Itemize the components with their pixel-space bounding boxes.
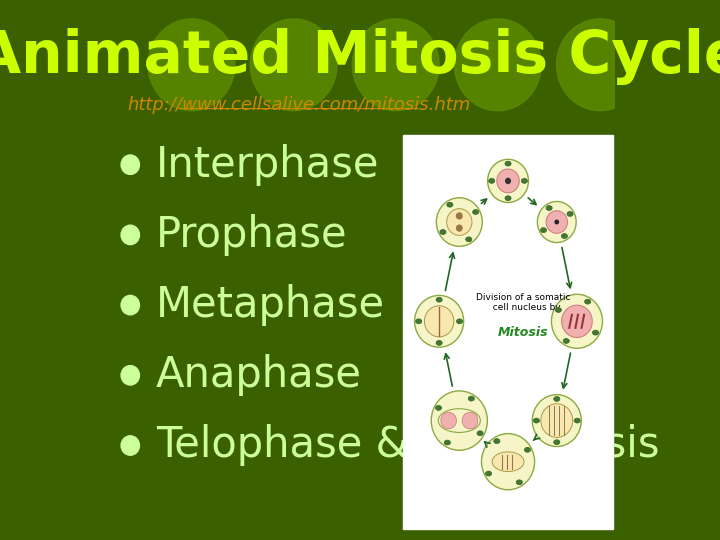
Ellipse shape [585, 299, 590, 304]
Circle shape [441, 412, 456, 429]
Ellipse shape [415, 319, 422, 324]
Circle shape [251, 19, 337, 111]
Ellipse shape [436, 406, 441, 410]
Circle shape [462, 412, 478, 429]
Ellipse shape [554, 440, 560, 444]
Ellipse shape [541, 228, 546, 233]
Circle shape [121, 155, 140, 174]
Ellipse shape [456, 319, 463, 324]
Circle shape [121, 295, 140, 315]
Ellipse shape [562, 234, 567, 239]
Text: Animated Mitosis Cycle: Animated Mitosis Cycle [0, 28, 720, 85]
Circle shape [546, 211, 567, 233]
Circle shape [552, 294, 603, 348]
Ellipse shape [593, 330, 598, 335]
Circle shape [352, 19, 439, 111]
Text: Interphase: Interphase [156, 144, 379, 186]
Ellipse shape [534, 418, 539, 423]
Ellipse shape [505, 161, 511, 166]
Circle shape [541, 404, 572, 437]
Circle shape [446, 208, 472, 235]
Ellipse shape [444, 440, 451, 445]
Circle shape [532, 395, 581, 447]
Ellipse shape [447, 202, 453, 207]
Circle shape [424, 306, 454, 337]
Circle shape [121, 366, 140, 385]
Circle shape [557, 19, 644, 111]
Circle shape [482, 434, 534, 490]
Text: http://www.cellsalive.com/mitosis.htm: http://www.cellsalive.com/mitosis.htm [127, 96, 470, 114]
Ellipse shape [477, 431, 483, 436]
Ellipse shape [546, 206, 552, 211]
Circle shape [454, 19, 541, 111]
Text: Telophase & Cytokinesis: Telophase & Cytokinesis [156, 424, 660, 467]
Ellipse shape [563, 339, 570, 343]
Circle shape [487, 159, 528, 202]
FancyBboxPatch shape [403, 135, 613, 529]
Circle shape [431, 391, 487, 450]
Circle shape [505, 178, 511, 184]
Circle shape [436, 198, 482, 246]
Circle shape [121, 225, 140, 245]
Circle shape [456, 212, 463, 220]
Ellipse shape [574, 418, 580, 423]
Ellipse shape [468, 396, 474, 401]
Ellipse shape [489, 178, 495, 183]
Ellipse shape [485, 471, 492, 476]
Ellipse shape [524, 447, 531, 453]
Text: Prophase: Prophase [156, 214, 348, 256]
Circle shape [415, 295, 464, 347]
Ellipse shape [555, 307, 562, 312]
Text: Anaphase: Anaphase [156, 354, 362, 396]
Ellipse shape [567, 212, 573, 217]
Ellipse shape [516, 480, 522, 485]
Ellipse shape [494, 438, 500, 443]
Circle shape [497, 169, 519, 193]
Circle shape [148, 19, 235, 111]
Ellipse shape [436, 341, 442, 346]
Ellipse shape [438, 409, 480, 433]
Text: Metaphase: Metaphase [156, 284, 385, 326]
Circle shape [456, 225, 463, 232]
Ellipse shape [466, 237, 472, 242]
Text: Division of a somatic
  cell nucleus by: Division of a somatic cell nucleus by [476, 293, 571, 312]
Circle shape [562, 305, 593, 338]
Circle shape [537, 201, 576, 242]
Ellipse shape [440, 230, 446, 234]
Ellipse shape [521, 178, 528, 183]
Ellipse shape [492, 452, 524, 471]
Circle shape [121, 436, 140, 455]
Ellipse shape [472, 210, 479, 214]
Ellipse shape [436, 297, 442, 302]
Ellipse shape [505, 195, 511, 201]
Circle shape [554, 220, 559, 225]
Text: Mitosis: Mitosis [498, 326, 549, 339]
Ellipse shape [554, 396, 560, 401]
